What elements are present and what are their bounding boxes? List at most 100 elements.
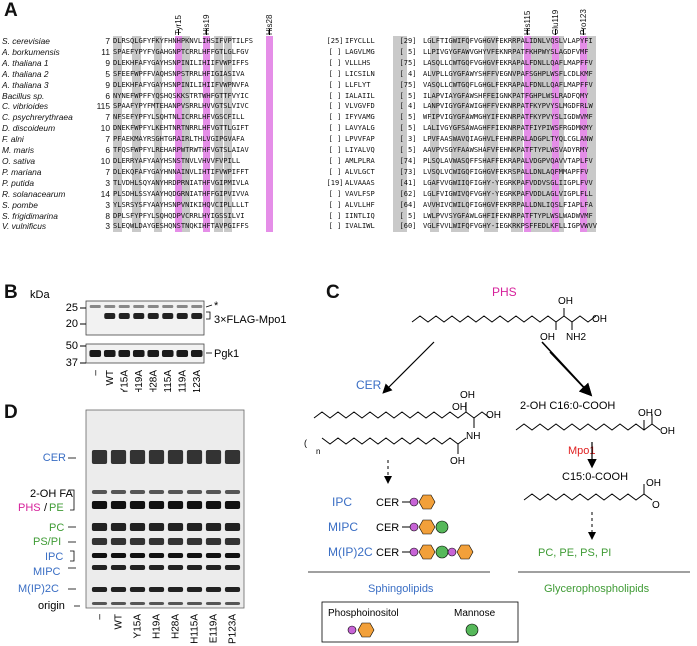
gap-count: [ 4] bbox=[399, 68, 417, 78]
alignment-segment-1: DLRSQLGFYFKYFHNHPKNVLIHSIFVPTILFS SPAEFYP… bbox=[113, 36, 332, 232]
sequence-segment: LPVVFAP bbox=[345, 134, 375, 144]
sequence-segment: DLERRYAFYAAYHSNSTNVLVHVVFVPILL bbox=[113, 155, 241, 165]
start-position: 7 bbox=[105, 112, 110, 123]
sequence-segment: LLPIVGYGFAWVGHYVFEKNRPATFKHPWYSLAGDFVMF bbox=[423, 46, 589, 56]
tlc-band bbox=[129, 565, 146, 570]
species-name: A. thaliana 2 bbox=[2, 68, 49, 79]
tlc-band bbox=[186, 523, 203, 531]
sequence-segment: ILAPVIAYGFAWSHFFEIGNKPATFGHPLWSLRADFQMY bbox=[423, 90, 589, 100]
tlc-label-pspi: PS/PI bbox=[33, 536, 61, 548]
sequence-segment: LGAFVVGWIIQFIGHY-YEGRKPAFVDDVSGLIIGPLFVV bbox=[423, 177, 593, 187]
start-position: 9 bbox=[105, 57, 110, 68]
pgk1-band bbox=[190, 350, 203, 357]
flag-band bbox=[162, 313, 174, 319]
tlc-band bbox=[148, 587, 165, 592]
tyr15-column bbox=[175, 36, 182, 232]
species-name: A. thaliana 1 bbox=[2, 57, 49, 68]
tlc-band bbox=[224, 602, 241, 605]
gap-count: [ ] bbox=[328, 90, 342, 100]
pgk1-band bbox=[132, 350, 145, 357]
alignment-segment-2: IFYCLLL LAGVLMG VLLLHS LICSILN LLFLYT IALAIIL… bbox=[345, 36, 395, 232]
phs-chain bbox=[411, 315, 565, 323]
tlc-lane-labels: – WT Y15A H19A H28A H115A E119A P123A bbox=[95, 614, 239, 644]
gap-count: [ ] bbox=[328, 57, 342, 67]
sequence-segment: LICSILN bbox=[345, 68, 375, 78]
tlc-band bbox=[167, 587, 184, 592]
cer-oh-3: OH bbox=[452, 402, 467, 413]
sequence-segment: LIYALVQ bbox=[345, 145, 375, 155]
pathway-diagram: PHS OH OH NH2 OH CER OH NH OH OH OH ( n … bbox=[304, 285, 690, 643]
sequence-segment: VLLLHS bbox=[345, 57, 371, 67]
sphingolipids-caption: Sphingolipids bbox=[368, 583, 434, 595]
phs-oh-2: OH bbox=[540, 332, 555, 343]
sequence-segment: SPAEFYPYFYGAHGNPTCRRLHFFGTLGLFGV bbox=[113, 46, 249, 56]
gap-count: [19] bbox=[326, 177, 344, 187]
tlc-band bbox=[110, 565, 127, 570]
sequence-segment: LPVFAASWAVQIAGHVLFEHNRPALADGPLTYQLCGLANW bbox=[423, 134, 593, 144]
sequence-segment: NFSEFYPFYLSQHTNLICRRLHFVGSCFILL bbox=[113, 112, 245, 122]
tlc-label-ipc: IPC bbox=[45, 551, 63, 563]
sequence-segment: SPAAFYPYFMTEHANPVSRRLHVVGTSLVIVC bbox=[113, 101, 249, 111]
marker-37: 37 bbox=[66, 357, 78, 369]
gap-count: [ ] bbox=[328, 79, 342, 89]
tlc-band bbox=[205, 565, 222, 570]
ipc-cer: CER bbox=[376, 497, 399, 509]
sequence-segment: SFEEFWPFFVAQHSNPSTRRLHFIGIASIVA bbox=[113, 68, 245, 78]
sequence-segment: VLVGVFD bbox=[345, 101, 375, 111]
blot-lower bbox=[85, 343, 205, 364]
tlc-band bbox=[148, 565, 165, 570]
tlc-band bbox=[91, 490, 108, 494]
sequence-segment: YLSRSYSFYAAYHSNPVNIKIHQVCIPLLLLT bbox=[113, 199, 249, 209]
gap-count: [ ] bbox=[328, 145, 342, 155]
tlc-band bbox=[167, 523, 184, 531]
tlc-band bbox=[91, 523, 108, 531]
tlc-band bbox=[224, 490, 241, 494]
tlc-band bbox=[148, 538, 165, 545]
sequence-segment: AAVPVSGYFAAWSHAFVFEHNKPATFTYPLWSVADYRMY bbox=[423, 145, 589, 155]
gap-count: [ ] bbox=[328, 68, 342, 78]
start-position: 3 bbox=[105, 177, 110, 188]
gap-count: [ 4] bbox=[399, 101, 417, 111]
mpo1-label: Mpo1 bbox=[568, 445, 596, 457]
gap-count: [64] bbox=[399, 199, 417, 209]
sequence-segment: NYNEFWPFFYQSHQSKKSTRTWHFGTTFVYIC bbox=[113, 90, 249, 100]
start-position: 9 bbox=[105, 79, 110, 90]
marker-25: 25 bbox=[66, 302, 78, 314]
gap-count: [ 5] bbox=[399, 145, 417, 155]
tlc-band bbox=[167, 565, 184, 570]
tlc-band bbox=[129, 523, 146, 531]
pgk1-band bbox=[161, 350, 174, 357]
start-position: 6 bbox=[105, 145, 110, 156]
glu119-column bbox=[552, 36, 559, 232]
tlc-lane-label: E119A bbox=[209, 614, 220, 644]
phs-oh-3: OH bbox=[592, 314, 607, 325]
cer-oh-2: OH bbox=[486, 410, 501, 421]
his19-column bbox=[203, 36, 210, 232]
start-position: 10 bbox=[100, 123, 110, 134]
tlc-band bbox=[167, 501, 184, 509]
alignment-gap-1: [25][ ][ ][ ][ ][ ][ ][ ][ ][ ][ ][ ][ ]… bbox=[322, 36, 348, 232]
sphingo-list: IPC CER MIPC CER M(IP)2C CER bbox=[328, 494, 474, 560]
pgk1-band bbox=[118, 350, 131, 357]
tlc-band bbox=[224, 501, 241, 509]
species-name: P. mariana bbox=[2, 166, 42, 177]
gap-count: [ ] bbox=[328, 199, 342, 209]
start-position: 7 bbox=[105, 36, 110, 46]
tlc-band bbox=[224, 523, 241, 531]
sequence-segment: IINTLIQ bbox=[345, 210, 375, 220]
sequence-segment: LGLFTIGWIFQFVGHGVFEKRRPALIDNLVQSLVLAPYFI bbox=[423, 36, 593, 45]
flag-band bbox=[133, 313, 145, 319]
sequence-segment: VGLFVVLWIFQFVGHY-IEGKRKPSFFEDLKFLLIGPVWV… bbox=[423, 221, 597, 231]
gap-count: [73] bbox=[399, 166, 417, 176]
sequence-segment: IFYVAMG bbox=[345, 112, 375, 122]
phs-label: PHS bbox=[492, 285, 517, 299]
tlc-band bbox=[224, 587, 241, 592]
sequence-segment: DLEKHFAFYGAYHSNPINILIHIIFVWPNVFA bbox=[113, 79, 249, 89]
sequence-segment: AVVHIVCWILQFIGHGVFEKRRPALLDNLIQSLFIAPLFA bbox=[423, 199, 593, 209]
sequence-segment: TLVDHLSQYANYHRDPRNIATHFVGIPMIVLA bbox=[113, 177, 249, 187]
species-name: V. vulnificus bbox=[2, 221, 47, 232]
wb-lane-label: H115A bbox=[163, 370, 174, 392]
sequence-segment: ALVLGCT bbox=[345, 166, 375, 176]
sequence-segment: LVSQLVCWIGQFIGHGVFEKRSPALLDNLAQFMMAPFFV bbox=[423, 166, 589, 176]
tlc-label-mipc: MIPC bbox=[33, 566, 61, 578]
